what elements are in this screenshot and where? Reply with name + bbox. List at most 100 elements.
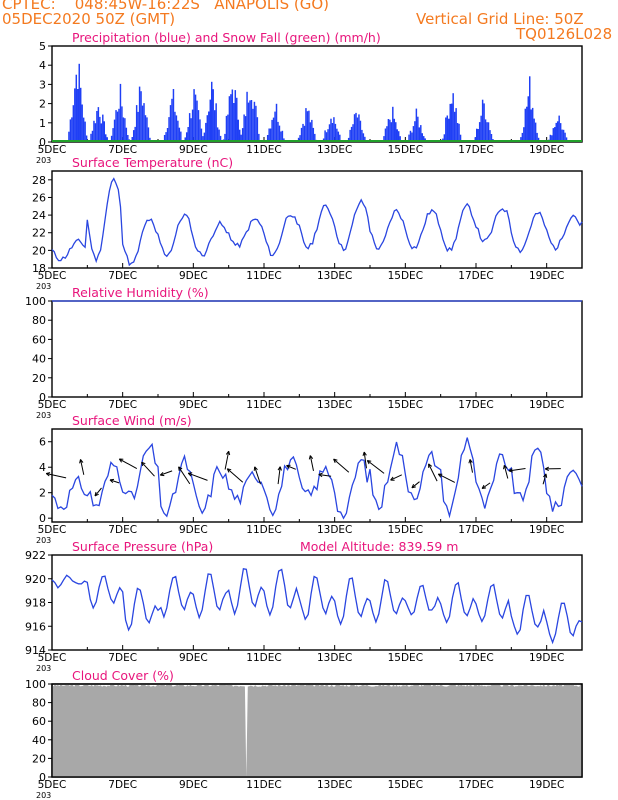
y-tick-label: 28 (32, 174, 46, 187)
precip-bar (452, 93, 454, 142)
precip-bar (268, 128, 270, 142)
precip-bar (227, 114, 229, 142)
x-tick-label: 7DEC (108, 524, 137, 536)
precip-bar (169, 105, 172, 142)
precip-bar (418, 127, 421, 142)
wind-arrowhead (411, 483, 416, 489)
precip-bar (105, 134, 107, 142)
y-tick-label: 918 (25, 597, 46, 610)
wind-arrow (318, 474, 332, 477)
precip-bar (309, 122, 312, 142)
wind-arrowhead (79, 459, 84, 464)
precip-bar (99, 116, 101, 142)
header-grid-line: Vertical Grid Line: 50Z (416, 10, 584, 28)
panel-frame (51, 45, 583, 143)
wind-arrowhead (428, 463, 433, 468)
precip-bar (420, 125, 422, 142)
x-tick-label: 17DEC (458, 524, 493, 536)
wind-arrow (428, 463, 438, 482)
precip-bar (69, 119, 72, 142)
precip-bar (244, 116, 247, 142)
precip-bar (523, 127, 525, 142)
y-tick-label: 26 (32, 191, 46, 204)
wind-arrow (188, 472, 208, 481)
x-tick-label: 11DEC (246, 524, 281, 536)
y-tick-label: 22 (32, 227, 46, 240)
precip-bar (174, 111, 176, 142)
precip-bar (97, 107, 100, 142)
precip-bar (203, 132, 206, 142)
y-tick-label: 0 (39, 771, 46, 784)
x-tick-label: 5DEC (38, 524, 67, 536)
precip-bar (397, 131, 400, 142)
wind-arrow (178, 466, 191, 485)
wind-arrowhead (366, 460, 372, 465)
precip-bar (269, 128, 272, 142)
wind-arrowhead (362, 451, 367, 456)
precip-bar (559, 123, 562, 142)
precip-bar (417, 116, 419, 142)
precip-bar (247, 102, 250, 142)
precip-bar (71, 117, 73, 142)
precip-bar (100, 123, 103, 142)
precip-bar (238, 129, 241, 142)
precip-bar (415, 108, 418, 142)
precip-bar (266, 135, 269, 142)
precip-bar (330, 118, 332, 142)
wind-arrow (333, 458, 350, 473)
wind-arrow (508, 468, 526, 472)
precip-bar (386, 126, 388, 142)
precip-bar (144, 115, 147, 142)
x-tick-label: 13DEC (317, 524, 352, 536)
precip-bar (311, 119, 313, 142)
x-tick-label: 7DEC (108, 144, 137, 156)
precip-bar (180, 131, 182, 142)
precip-bar (141, 105, 144, 142)
wind-arrow (363, 451, 367, 469)
precip-bar (312, 127, 315, 142)
precip-bar (215, 103, 217, 142)
precip-bar (277, 121, 279, 142)
precip-bar (396, 129, 398, 142)
precip-bar (228, 96, 231, 142)
wind-arrow (80, 459, 85, 475)
precip-bar (249, 100, 251, 142)
x-tick-label: 9DEC (179, 779, 208, 791)
precip-bar (127, 135, 129, 142)
precip-bar (102, 114, 104, 142)
precip-bar (212, 89, 214, 142)
precip-bar (250, 100, 253, 142)
x-year-fragment: 203 (36, 156, 51, 165)
precip-bar (300, 127, 303, 142)
precip-bar (134, 126, 136, 142)
x-tick-label: 9DEC (179, 270, 208, 282)
x-tick-label: 13DEC (317, 144, 352, 156)
x-year-fragment: 203 (36, 536, 51, 545)
precip-bar (190, 118, 192, 142)
precip-bar (172, 89, 175, 142)
x-tick-label: 11DEC (246, 779, 281, 791)
precip-bar (124, 118, 126, 142)
precip-bar (477, 129, 479, 142)
x-tick-label: 15DEC (388, 144, 423, 156)
y-tick-label: 5 (39, 40, 46, 53)
x-tick-label: 7DEC (108, 652, 137, 664)
y-tick-label: 20 (32, 244, 46, 257)
precip-bar (163, 135, 166, 142)
precip-bar (387, 119, 390, 142)
precip-bar (537, 137, 540, 142)
wind-arrow (141, 461, 155, 477)
y-tick-label: 40 (32, 734, 46, 747)
precip-bar (411, 132, 413, 142)
precip-bar (278, 125, 281, 142)
precip-bar (409, 130, 412, 142)
precip-bar (112, 128, 114, 142)
precip-bar (392, 106, 394, 142)
x-tick-label: 13DEC (317, 399, 352, 411)
x-tick-label: 7DEC (108, 270, 137, 282)
wind-arrowhead (481, 484, 487, 489)
precip-bar (356, 117, 359, 142)
precip-bar (408, 134, 410, 142)
precip-bar (194, 94, 197, 142)
x-tick-label: 9DEC (179, 652, 208, 664)
